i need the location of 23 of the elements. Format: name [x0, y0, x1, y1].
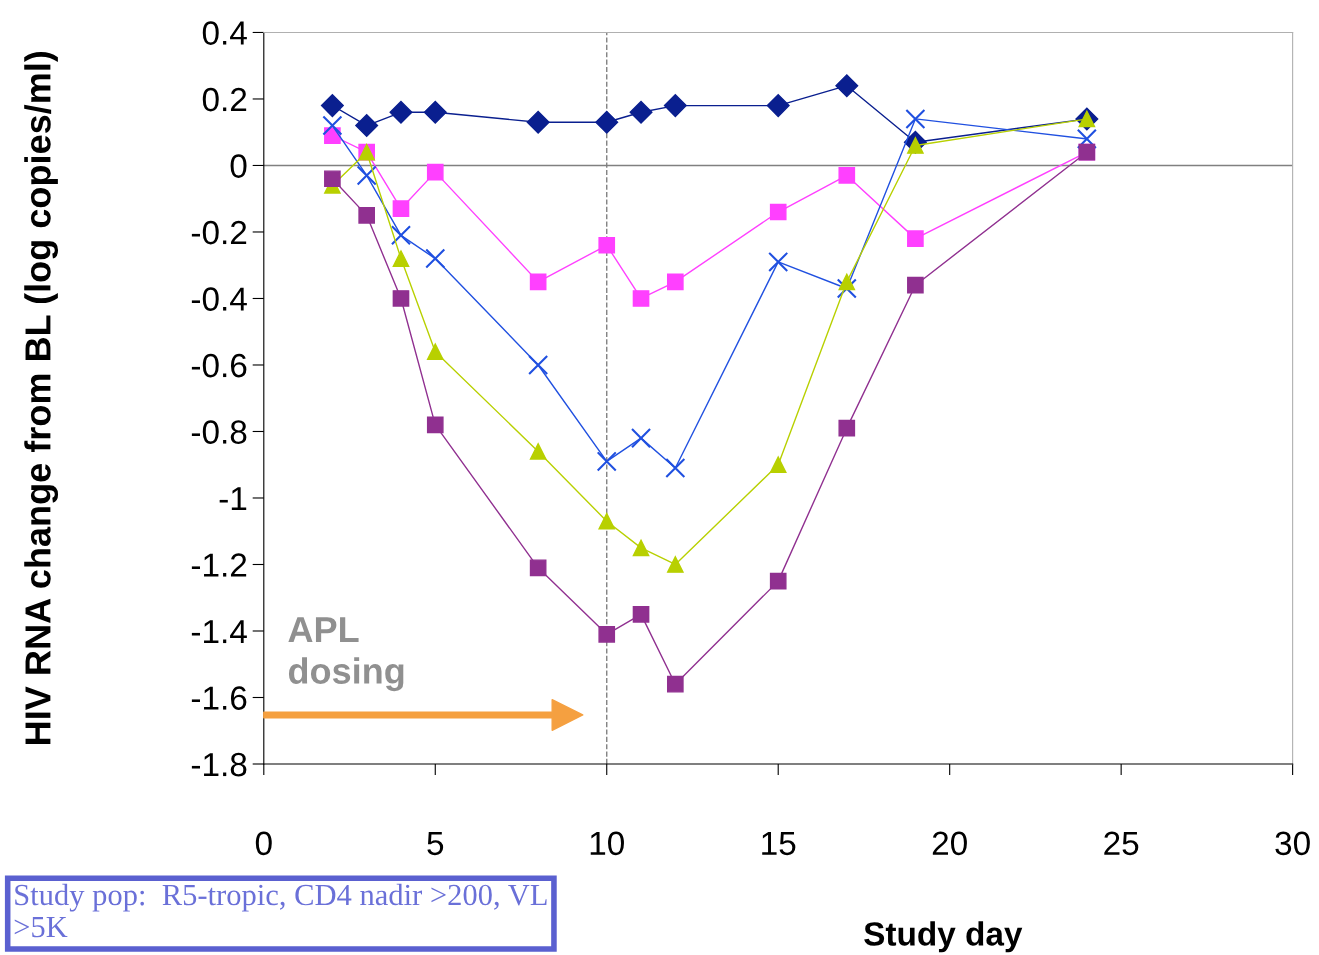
- y-axis-title: HIV RNA change from BL (log copies/ml): [24, 51, 59, 744]
- annotation: APL dosing: [288, 617, 404, 692]
- y-tick-label: -0.4: [191, 287, 247, 311]
- y-tick-label: 0.4: [202, 21, 247, 45]
- y-tick-label: -0.2: [191, 220, 247, 245]
- y-tick-label: -0.8: [191, 420, 247, 444]
- x-tick-label: 20: [932, 831, 967, 856]
- y-tick-label: -1.4: [191, 620, 247, 644]
- text: Study pop: R5-tropic, CD4 nadir >200, VL >5K: [14, 883, 547, 938]
- y-tick-label: -1.6: [191, 686, 247, 710]
- x-tick-label: 0: [255, 831, 272, 856]
- y-tick-label: -1: [219, 487, 247, 511]
- x-tick-label: 10: [590, 831, 624, 856]
- y-tick-label: -0.6: [191, 353, 247, 378]
- x-tick-label: 25: [1104, 831, 1139, 856]
- y-tick-label: -1.2: [191, 553, 247, 577]
- x-tick-label: 5: [427, 831, 444, 856]
- y-tick-label: -1.8: [191, 752, 247, 777]
- y-tick-label: 0: [230, 154, 247, 178]
- x-tick-label: 15: [762, 831, 796, 856]
- x-tick-label: 30: [1275, 831, 1310, 856]
- y-tick-label: 0.2: [202, 87, 247, 112]
- x-axis-title: Study day: [864, 921, 1023, 953]
